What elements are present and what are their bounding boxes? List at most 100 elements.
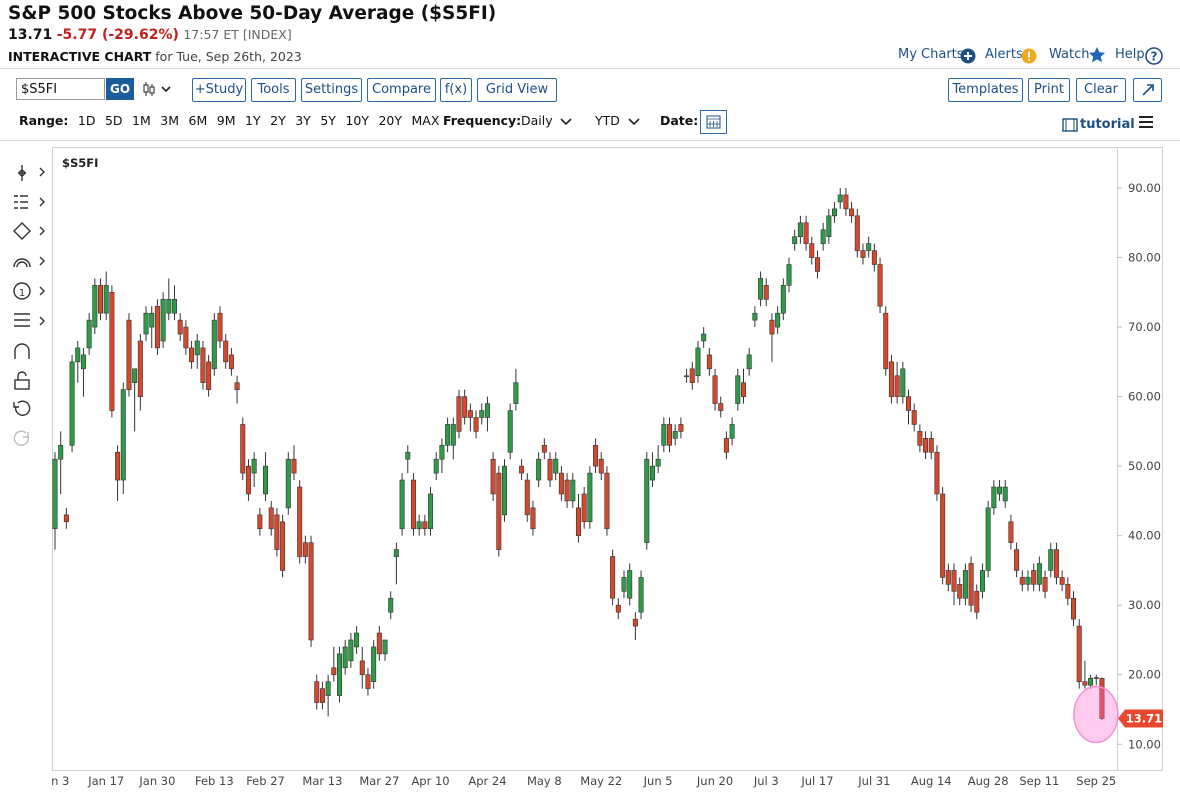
x-tick-label: Mar 27	[359, 774, 399, 788]
candle-body	[479, 410, 485, 418]
nav-link[interactable]: Help	[1115, 47, 1145, 62]
candle-body	[593, 444, 599, 467]
toolbar-button[interactable]: Compare	[367, 78, 436, 102]
candle-body	[905, 396, 911, 411]
candle-body	[587, 472, 593, 523]
toolbar-button[interactable]: +Study	[192, 78, 246, 102]
candle-body	[684, 375, 690, 378]
candle-body	[678, 424, 684, 432]
range-option[interactable]: 3M	[160, 113, 180, 128]
candle-body	[109, 292, 115, 411]
range-option[interactable]: 1D	[77, 113, 96, 128]
candle-body	[502, 465, 508, 516]
range-option[interactable]: 5D	[104, 113, 123, 128]
candle-body	[467, 410, 473, 418]
range-option[interactable]: MAX	[411, 113, 440, 128]
tutorial-link[interactable]: tutorial	[1080, 117, 1135, 132]
range-option[interactable]: 6M	[188, 113, 208, 128]
candle-body	[883, 312, 889, 370]
y-tick-label: 50.00	[1128, 459, 1161, 473]
candle-body	[240, 424, 246, 474]
range-option[interactable]: 3Y	[295, 113, 311, 128]
x-tick-label: Jul 31	[857, 774, 890, 788]
nav-link[interactable]: Alerts	[985, 47, 1023, 62]
candle-body	[507, 410, 513, 453]
candle-body	[137, 340, 143, 397]
candle-body	[667, 424, 673, 446]
candle-body	[570, 479, 576, 502]
highlight	[1073, 685, 1119, 744]
chart-type-icon[interactable]	[142, 80, 174, 98]
candle-body	[849, 208, 855, 217]
candle-body	[866, 243, 872, 251]
candle-body	[900, 368, 906, 397]
candle-body	[792, 236, 798, 244]
candle-body	[1025, 577, 1031, 585]
toolbar-button[interactable]: Print	[1028, 78, 1070, 102]
toolbar-button[interactable]: Settings	[301, 78, 362, 102]
candle-body	[706, 354, 712, 370]
candle-body	[456, 396, 462, 432]
range-option[interactable]: 10Y	[345, 113, 369, 128]
go-button[interactable]: GO	[106, 78, 134, 100]
candle-body	[228, 354, 234, 370]
candle-body	[399, 479, 405, 530]
candle-body	[1071, 597, 1077, 620]
frequency-select[interactable]: Daily	[521, 113, 553, 128]
period-select[interactable]: YTD	[595, 113, 620, 128]
range-option[interactable]: 5Y	[320, 113, 336, 128]
candle-body	[951, 570, 957, 592]
candle-body	[200, 347, 206, 384]
candle-body	[331, 667, 337, 676]
dropdown-arrow	[628, 118, 640, 126]
candle-body	[695, 347, 701, 377]
toolbar-button[interactable]: f(x)	[440, 78, 472, 102]
candle-body	[536, 458, 542, 481]
expand-button[interactable]	[1133, 78, 1162, 102]
candle-body	[962, 570, 968, 599]
nav-link[interactable]: Watch	[1049, 47, 1090, 62]
toolbar-button[interactable]: Tools	[251, 78, 296, 102]
quote-line: 13.71 -5.77 (-29.62%) 17:57 ET [INDEX]	[8, 27, 292, 43]
toolbar-button[interactable]: Templates	[948, 78, 1023, 102]
range-option[interactable]: 9M	[216, 113, 236, 128]
candle-body	[422, 521, 428, 530]
candle-body	[809, 243, 815, 258]
candle-body	[336, 653, 342, 696]
x-tick-label: Jun 5	[643, 774, 673, 788]
range-option[interactable]: 2Y	[270, 113, 286, 128]
candle-body	[245, 465, 251, 495]
y-tick-label: 40.00	[1128, 529, 1161, 543]
candle-body	[359, 660, 365, 676]
x-tick-label: Feb 27	[246, 774, 285, 788]
candle-body	[280, 521, 286, 571]
nav-link[interactable]: My Charts	[898, 47, 964, 62]
range-bar: Range: 1D 5D 1M 3M 6M 9M 1Y 2Y 3Y 5Y 10Y…	[19, 113, 439, 128]
candle-body	[854, 215, 860, 251]
toolbar-button[interactable]: Clear	[1076, 78, 1126, 102]
x-tick-label: Aug 14	[911, 774, 952, 788]
y-tick-label: 10.00	[1128, 737, 1161, 751]
candle-body	[194, 340, 200, 356]
candle-body	[541, 444, 547, 453]
menu-icon[interactable]	[1138, 115, 1154, 129]
candle-body	[575, 507, 581, 536]
candle-body	[547, 458, 553, 481]
x-tick-label: Feb 13	[195, 774, 234, 788]
candle-body	[763, 285, 769, 300]
tutorial-icon	[1062, 118, 1078, 132]
candle-body	[302, 542, 308, 557]
range-option[interactable]: 20Y	[378, 113, 403, 128]
calendar-button[interactable]	[700, 110, 727, 134]
candle-body	[348, 639, 354, 662]
range-option[interactable]: 1Y	[245, 113, 261, 128]
candle-body	[581, 493, 587, 523]
candle-body	[433, 458, 439, 474]
candle-body	[615, 604, 621, 613]
candle-body	[325, 681, 331, 696]
symbol-input[interactable]: $S5FI	[16, 78, 105, 100]
toolbar-button[interactable]: Grid View	[477, 78, 557, 102]
candle-body	[86, 319, 92, 349]
range-option[interactable]: 1M	[132, 113, 151, 128]
